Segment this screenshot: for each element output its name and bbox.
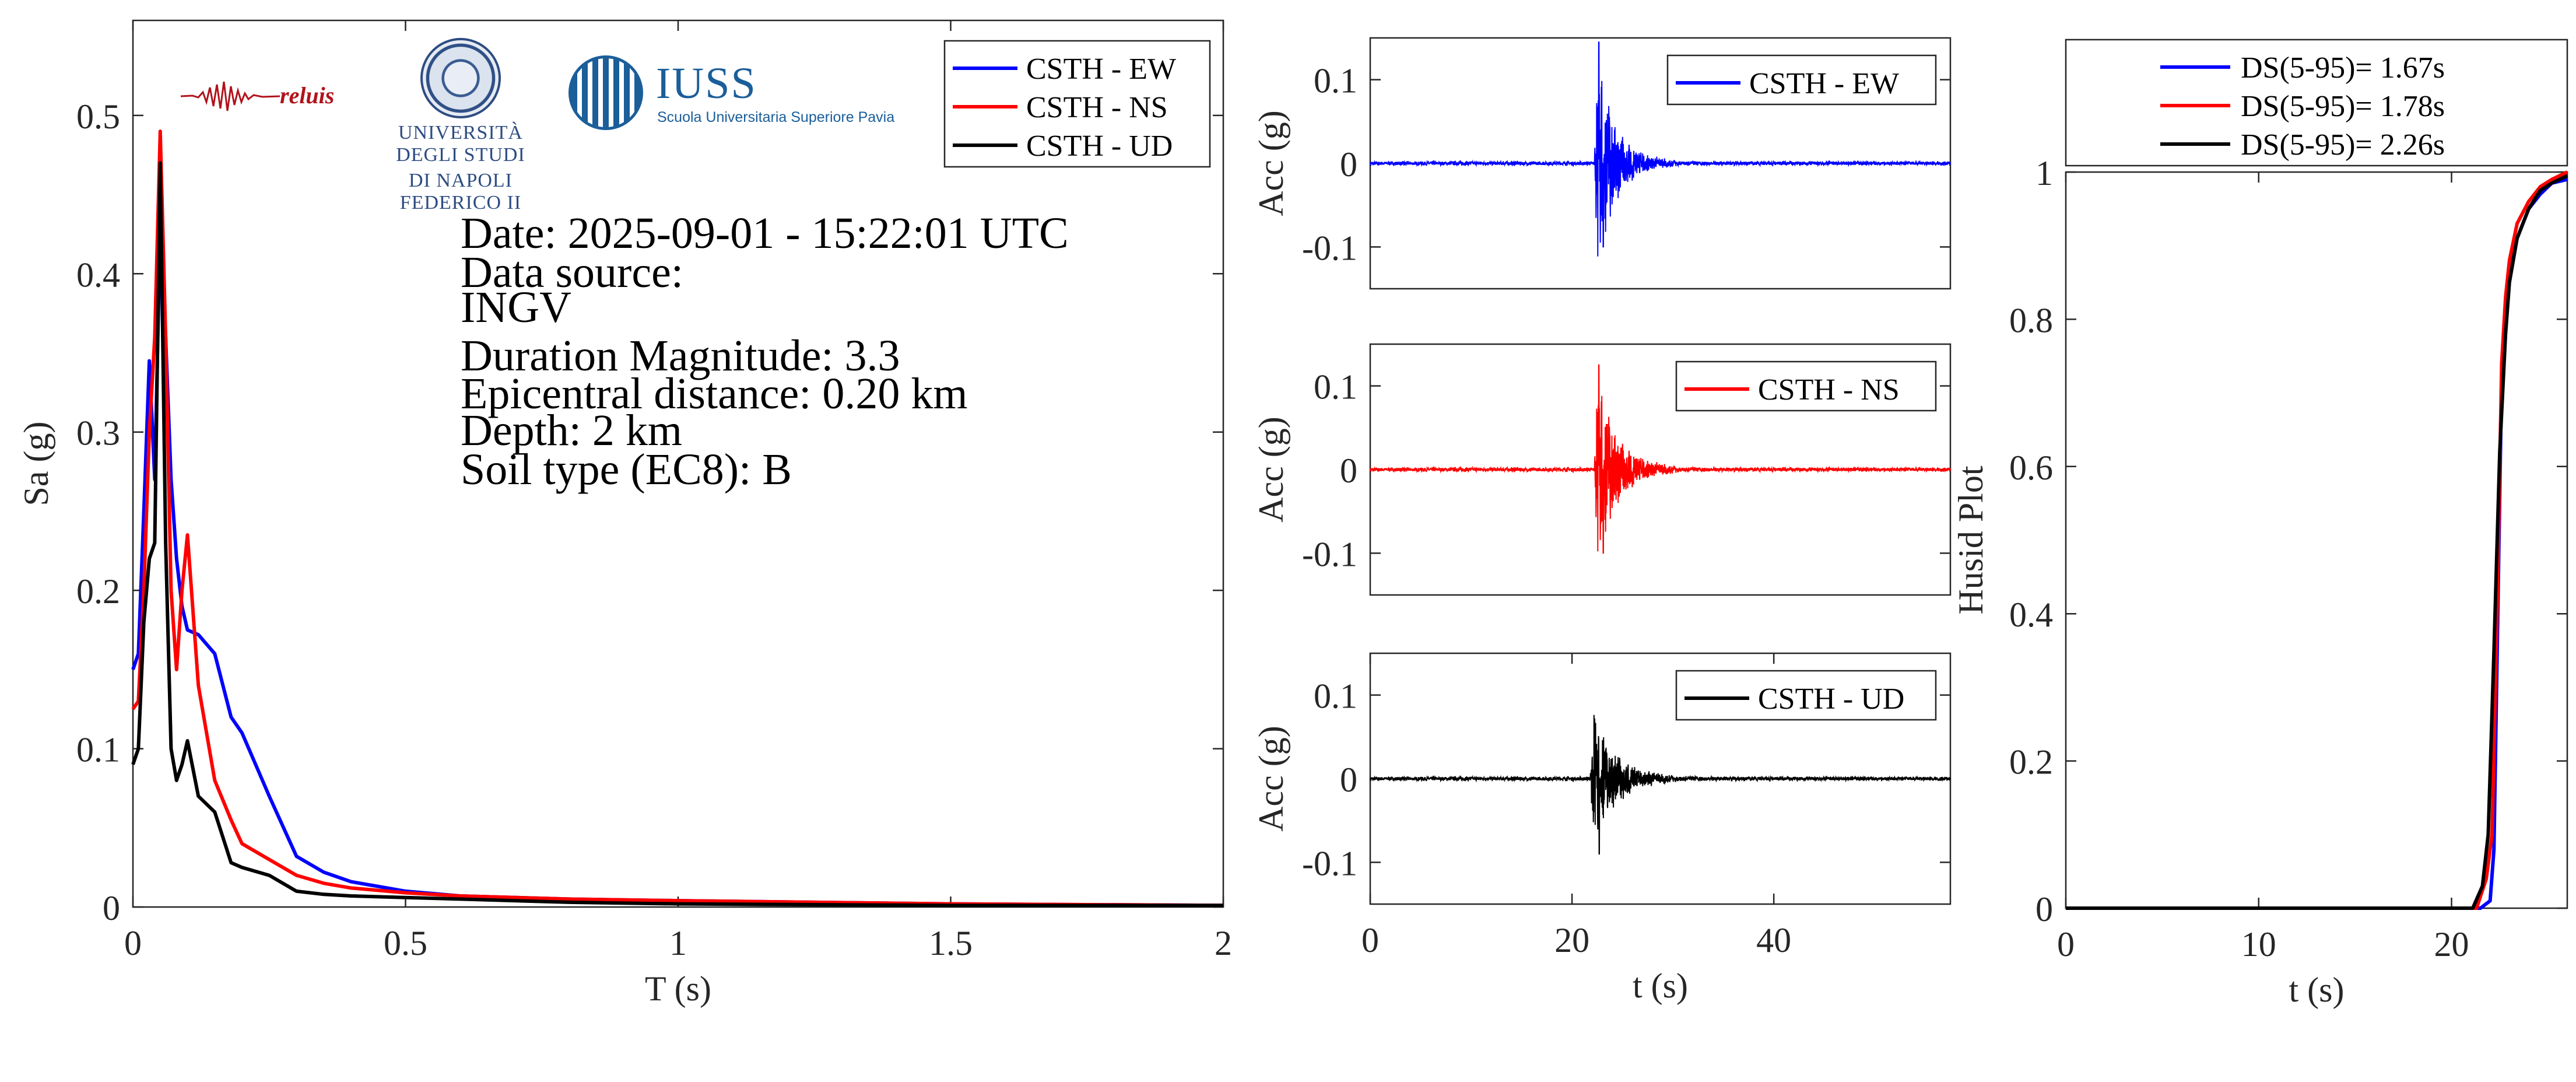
x-tick-label: 0 (2057, 925, 2075, 964)
annotation-text: INGV (461, 283, 571, 332)
y-tick-label: 0.8 (2009, 301, 2053, 339)
legend-label: DS(5-95)= 2.26s (2241, 128, 2445, 162)
husid-line-DS(5-95)= 2.26s (2066, 174, 2568, 910)
acc-trace-CSTH - UD (1370, 715, 1951, 855)
x-tick-label: 2 (1215, 924, 1232, 962)
legend-label: CSTH - NS (1758, 373, 1900, 407)
y-tick-label: -0.1 (1302, 535, 1357, 573)
x-tick-label: 20 (1554, 921, 1589, 960)
x-tick-label: 0.5 (384, 924, 427, 962)
unina-logo: UNIVERSITÀ DEGLI STUDI DI NAPOLI FEDERIC… (376, 32, 545, 213)
y-tick-label: 0.4 (2009, 596, 2053, 634)
y-tick-label: 0.1 (1314, 368, 1357, 407)
legend-box (1675, 670, 1937, 721)
unina-logo-line2: DI NAPOLI FEDERICO II (399, 170, 522, 213)
y-tick-label: 0 (1340, 761, 1357, 799)
y-axis-label: Husid Plot (1952, 465, 1990, 614)
y-tick-label: 0.2 (2009, 743, 2053, 782)
iuss-logo: IUSS Scuola Universitaria Superiore Pavi… (568, 55, 895, 137)
husid-chart: 00.20.40.60.810 10 20t (s)Husid PlotDS(5-9… (1952, 38, 2568, 1009)
y-axis-label: Sa (g) (17, 422, 55, 506)
x-axis-label: t (s) (2289, 971, 2345, 1009)
iuss-emblem-icon (568, 55, 643, 130)
x-tick-label: 1 (669, 924, 687, 962)
unina-seal-icon (420, 38, 501, 118)
acc-ns-chart: -0.1 0 0.1 Acc (g) CSTH - NS (1252, 343, 1952, 596)
y-tick-label: 0.5 (76, 97, 120, 136)
y-tick-label: 0.4 (76, 255, 120, 294)
iuss-logo-text: IUSS (656, 59, 757, 108)
y-axis-label: Acc (g) (1252, 726, 1290, 832)
iuss-logo-subtitle: Scuola Universitaria Superiore Pavia (657, 109, 895, 125)
acc-ew-chart: -0.1 0 0.1 Acc (g) CSTH - EW (1252, 37, 1952, 290)
y-axis-label: Acc (g) (1252, 416, 1290, 523)
annotation-text: Depth: 2 km (461, 406, 682, 455)
response-spectrum-chart: 0 0.1 0.2 0.3 0.4 0.5 0 0.5 1 1.5 2 T (s) Sa (g) CSTH… (17, 19, 1232, 1008)
legend-box (1675, 360, 1937, 412)
legend-box (1666, 54, 1937, 106)
y-tick-label: -0.1 (1302, 229, 1357, 267)
spectrum-line-CSTH - UD (131, 161, 1223, 908)
legend-label: DS(5-95)= 1.67s (2241, 51, 2445, 85)
y-tick-label: 0 (103, 889, 120, 927)
y-tick-label: 0.1 (1314, 62, 1357, 100)
legend-label: CSTH - EW (1749, 67, 1899, 100)
legend-label: CSTH - EW (1026, 52, 1176, 86)
legend-label: CSTH - NS (1026, 91, 1168, 124)
y-tick-label: 0.3 (76, 414, 120, 453)
x-tick-label: 20 (2434, 925, 2469, 964)
x-tick-label: 0 (124, 924, 142, 962)
annotation-text: Soil type (EC8): B (461, 445, 792, 494)
y-tick-label: 0 (1340, 451, 1357, 490)
reluis-logo-text: reluis (280, 82, 335, 108)
acc-trace-CSTH - EW (1370, 41, 1951, 257)
x-tick-label: 1.5 (929, 924, 973, 962)
x-axis-label: T (s) (645, 969, 711, 1008)
y-tick-label: 1 (2035, 154, 2053, 192)
y-axis-label: Acc (g) (1252, 110, 1290, 216)
x-tick-label: 40 (1756, 921, 1791, 960)
husid-line-DS(5-95)= 1.78s (2066, 170, 2568, 910)
acc-ud-chart: -0.100.10 20 40t (s)Acc (g)CSTH - UD (1252, 652, 1952, 1005)
legend-label: DS(5-95)= 1.78s (2241, 90, 2445, 123)
legend-label: CSTH - UD (1026, 129, 1173, 163)
y-tick-label: 0 (1340, 145, 1357, 184)
legend-box (2065, 38, 2568, 167)
x-axis-label: t (s) (1633, 967, 1688, 1005)
annotation-text: Epicentral distance: 0.20 km (461, 369, 968, 418)
y-tick-label: 0.1 (1314, 677, 1357, 716)
y-tick-label: 0.6 (2009, 449, 2053, 487)
legend-label: CSTH - UD (1758, 682, 1904, 716)
annotation-text: Date: 2025-09-01 - 15:22:01 UTC (461, 209, 1069, 258)
seismogram-logo-icon (180, 81, 280, 111)
annotation-text: Data source: (461, 248, 683, 297)
reluis-logo: reluis (180, 70, 367, 122)
spectrum-line-CSTH - NS (131, 129, 1224, 908)
y-tick-label: -0.1 (1302, 844, 1357, 883)
y-tick-label: 0.1 (76, 731, 120, 769)
y-tick-label: 0 (2035, 890, 2053, 929)
spectrum-line-CSTH - EW (131, 224, 1224, 908)
x-tick-label: 10 (2241, 925, 2276, 964)
x-tick-label: 0 (1361, 921, 1379, 960)
logos-row: reluis UNIVERSITÀ DEGLI STUDI DI NAPOLI … (180, 32, 898, 213)
unina-logo-line1: UNIVERSITÀ DEGLI STUDI (396, 122, 525, 166)
annotation-text: Duration Magnitude: 3.3 (461, 331, 900, 380)
y-tick-label: 0.2 (76, 572, 120, 611)
acc-trace-CSTH - NS (1370, 364, 1951, 554)
